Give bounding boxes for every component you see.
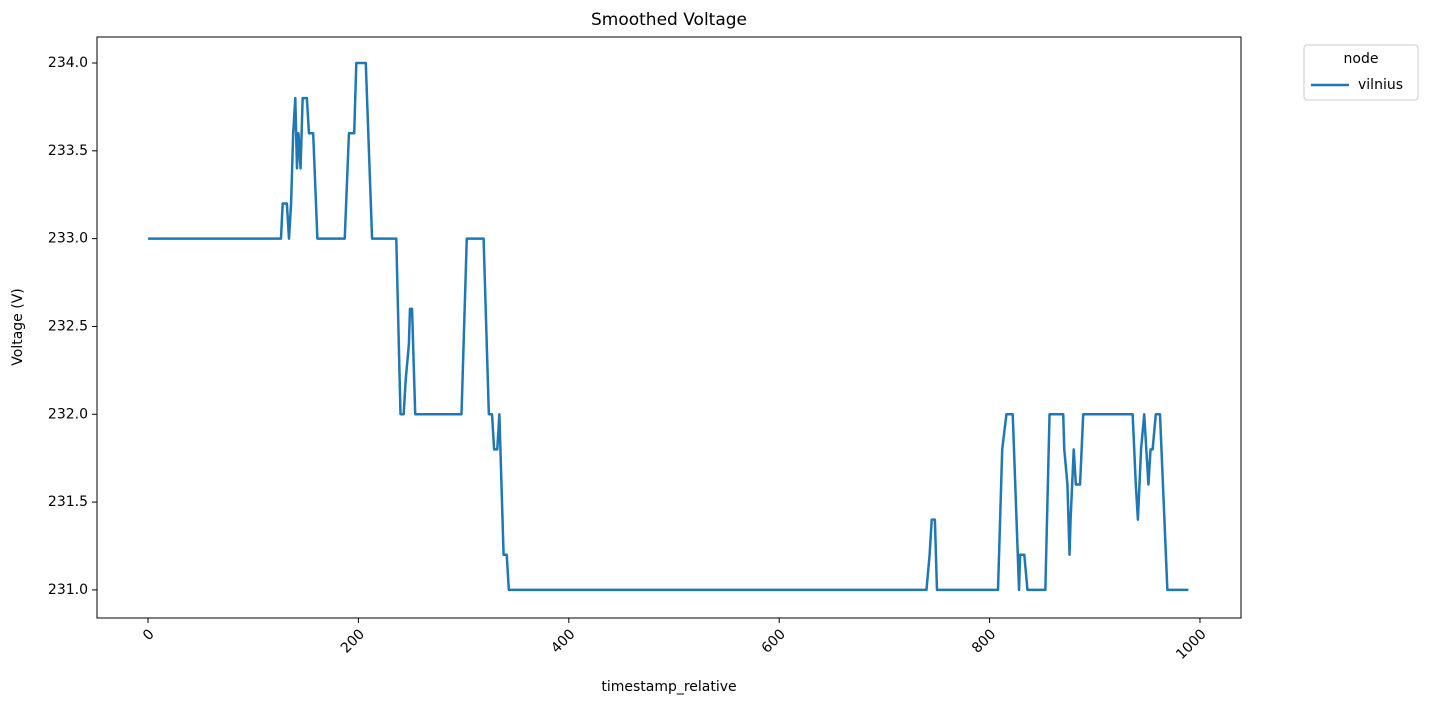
y-tick-label: 233.5: [48, 143, 88, 159]
y-tick-label: 231.5: [48, 494, 88, 510]
y-tick-label: 234.0: [48, 55, 88, 71]
y-tick-label: 233.0: [48, 231, 88, 247]
y-tick-label: 232.0: [48, 406, 88, 422]
y-tick-label: 231.0: [48, 582, 88, 598]
x-tick-label: 1000: [1173, 626, 1210, 663]
plot-frame: [96, 36, 1242, 619]
y-axis-label: Voltage (V): [10, 288, 26, 365]
legend-title: node: [1344, 51, 1379, 67]
x-axis-label: timestamp_relative: [601, 679, 736, 695]
x-tick-label: 600: [759, 626, 789, 656]
line: [148, 61, 1189, 592]
y-tick-label: 232.5: [48, 318, 88, 334]
x-tick-label: 200: [338, 626, 368, 656]
x-tick-label: 800: [969, 626, 999, 656]
x-tick-label: 400: [548, 626, 578, 656]
legend-label: vilnius: [1358, 77, 1403, 93]
chart-title: Smoothed Voltage: [591, 10, 747, 30]
x-tick-label: 0: [140, 626, 158, 644]
